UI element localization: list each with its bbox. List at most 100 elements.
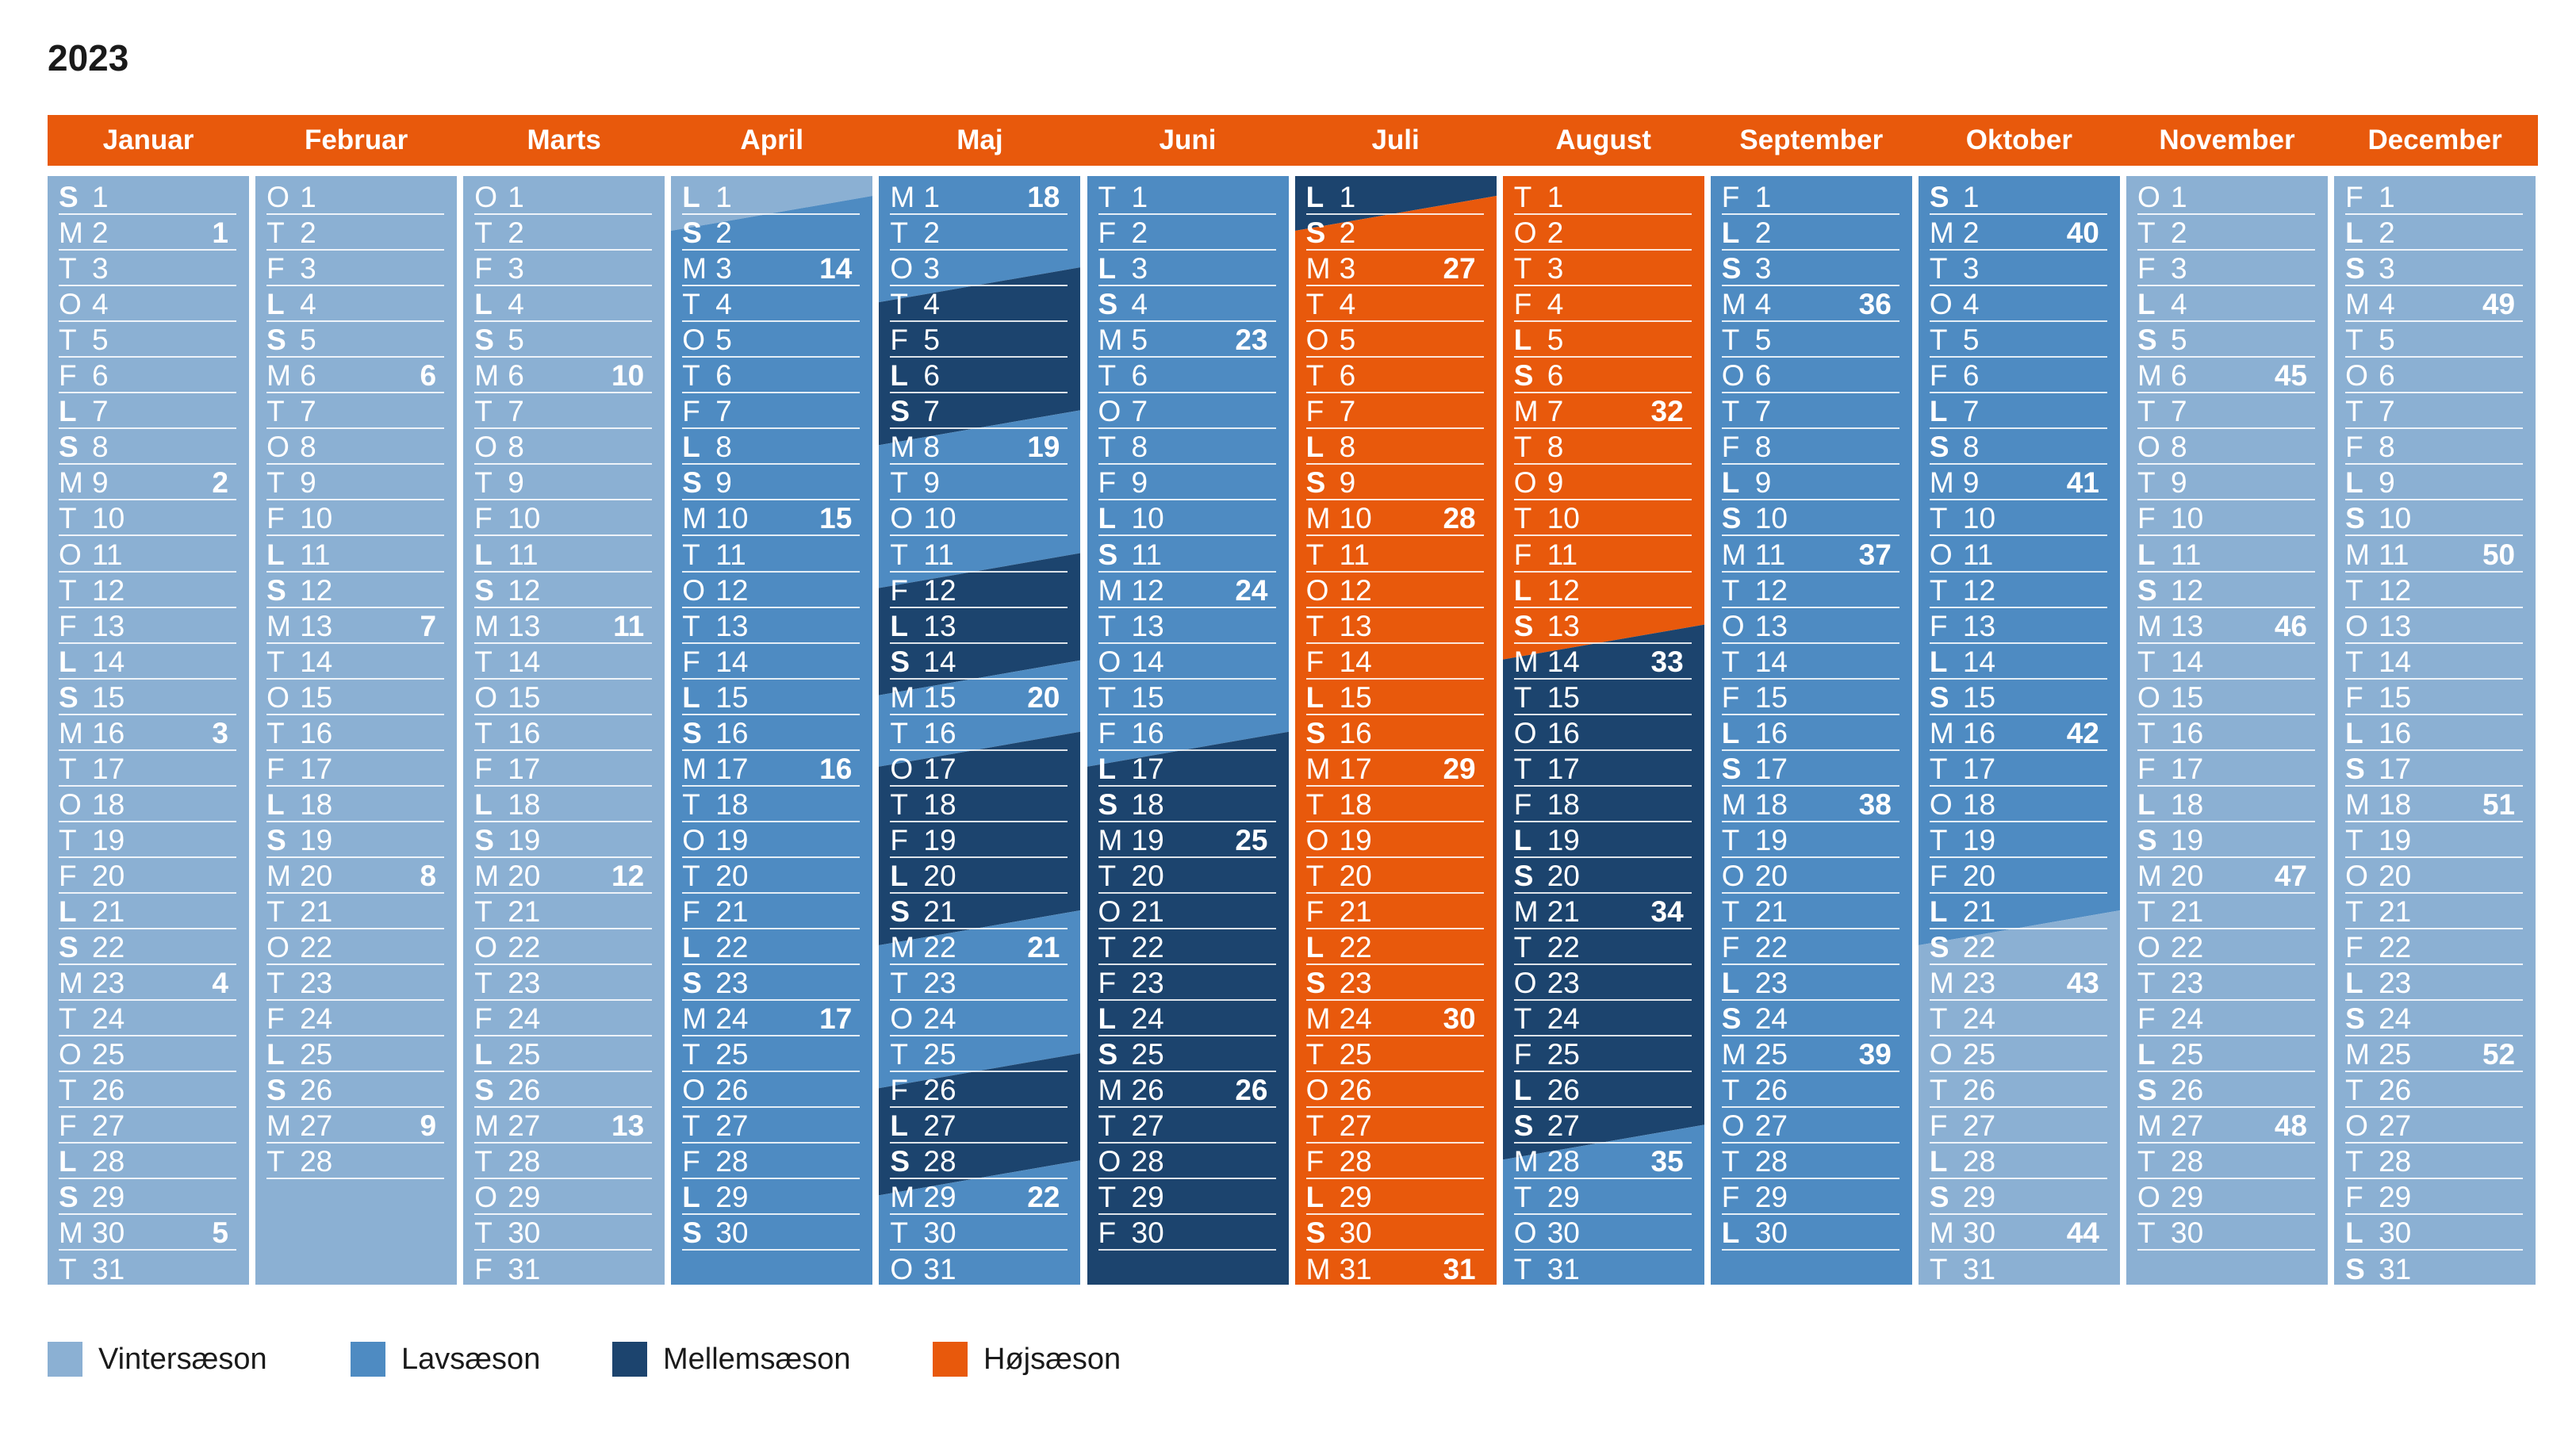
day-row[interactable]: T 14 [2126, 644, 2328, 680]
day-row[interactable]: T 12 [1711, 573, 1912, 608]
day-row[interactable]: F 22 [2334, 929, 2536, 966]
day-row[interactable]: T 28 [255, 1144, 457, 1180]
day-row[interactable]: T 30 [2126, 1215, 2328, 1251]
day-row[interactable]: F 15 [2334, 680, 2536, 715]
day-row[interactable]: F 20 [48, 858, 249, 894]
day-row[interactable]: T 21 [463, 894, 665, 929]
day-row[interactable]: S 16 [1295, 715, 1497, 751]
day-row[interactable]: M 17 16 [671, 751, 872, 787]
day-row[interactable]: M 16 3 [48, 715, 249, 751]
day-row[interactable]: M 28 35 [1503, 1144, 1704, 1180]
day-row[interactable]: M 26 26 [1087, 1072, 1289, 1109]
day-row[interactable]: M 5 23 [1087, 322, 1289, 358]
day-row[interactable]: O 26 [1295, 1072, 1497, 1109]
day-row[interactable]: T 23 [879, 965, 1080, 1002]
day-row[interactable]: S 31 [2334, 1251, 2536, 1285]
day-row[interactable]: S 25 [1087, 1036, 1289, 1073]
day-row[interactable]: T 24 [48, 1001, 249, 1037]
day-row[interactable]: F 29 [1711, 1179, 1912, 1216]
day-row[interactable]: M 25 39 [1711, 1036, 1912, 1073]
day-row[interactable]: O 26 [671, 1072, 872, 1109]
day-row[interactable]: M 3 27 [1295, 251, 1497, 287]
day-row[interactable]: F 10 [463, 500, 665, 537]
day-row[interactable]: T 20 [1295, 858, 1497, 894]
day-row[interactable]: S 22 [48, 929, 249, 966]
day-row[interactable]: T 25 [671, 1036, 872, 1073]
day-row[interactable]: T 12 [1919, 573, 2120, 608]
day-row[interactable]: T 13 [1087, 608, 1289, 644]
day-row[interactable]: M 23 4 [48, 965, 249, 1002]
day-row[interactable]: M 30 5 [48, 1215, 249, 1251]
day-row[interactable]: O 18 [48, 787, 249, 822]
day-row[interactable]: T 19 [1711, 822, 1912, 858]
day-row[interactable]: T 31 [1503, 1251, 1704, 1285]
day-row[interactable]: L 15 [671, 680, 872, 715]
day-row[interactable]: O 15 [463, 680, 665, 715]
day-row[interactable]: S 17 [2334, 751, 2536, 787]
day-row[interactable]: T 13 [671, 608, 872, 644]
day-row[interactable]: T 18 [671, 787, 872, 822]
day-row[interactable]: M 22 21 [879, 929, 1080, 966]
day-row[interactable]: F 17 [255, 751, 457, 787]
day-row[interactable]: T 30 [463, 1215, 665, 1251]
day-row[interactable]: T 18 [879, 787, 1080, 822]
day-row[interactable]: O 12 [671, 573, 872, 608]
day-row[interactable]: M 4 36 [1711, 286, 1912, 323]
day-row[interactable]: T 22 [1503, 929, 1704, 966]
day-row[interactable]: L 25 [255, 1036, 457, 1073]
day-row[interactable]: L 11 [255, 537, 457, 573]
day-row[interactable]: L 25 [2126, 1036, 2328, 1073]
day-row[interactable]: T 23 [2126, 965, 2328, 1002]
day-row[interactable]: L 28 [48, 1144, 249, 1180]
day-row[interactable]: F 18 [1503, 787, 1704, 822]
day-row[interactable]: O 15 [2126, 680, 2328, 715]
day-row[interactable]: T 26 [2334, 1072, 2536, 1109]
day-row[interactable]: F 30 [1087, 1215, 1289, 1251]
day-row[interactable]: T 25 [1295, 1036, 1497, 1073]
day-row[interactable]: M 13 46 [2126, 608, 2328, 644]
day-row[interactable]: T 20 [1087, 858, 1289, 894]
day-row[interactable]: M 17 29 [1295, 751, 1497, 787]
day-row[interactable]: T 20 [671, 858, 872, 894]
day-row[interactable]: F 27 [48, 1108, 249, 1144]
day-row[interactable]: S 18 [1087, 787, 1289, 822]
day-row[interactable]: T 14 [1711, 644, 1912, 680]
day-row[interactable]: M 11 50 [2334, 537, 2536, 573]
day-row[interactable]: L 21 [48, 894, 249, 929]
day-row[interactable]: T 11 [1295, 537, 1497, 573]
day-row[interactable]: T 24 [1919, 1001, 2120, 1037]
day-row[interactable]: M 11 37 [1711, 537, 1912, 573]
day-row[interactable]: M 29 22 [879, 1179, 1080, 1216]
day-row[interactable]: S 12 [2126, 573, 2328, 608]
day-row[interactable]: T 19 [1919, 822, 2120, 858]
day-row[interactable]: T 15 [1087, 680, 1289, 715]
day-row[interactable]: T 10 [1919, 500, 2120, 537]
day-row[interactable]: O 11 [48, 537, 249, 573]
day-row[interactable]: M 30 44 [1919, 1215, 2120, 1251]
